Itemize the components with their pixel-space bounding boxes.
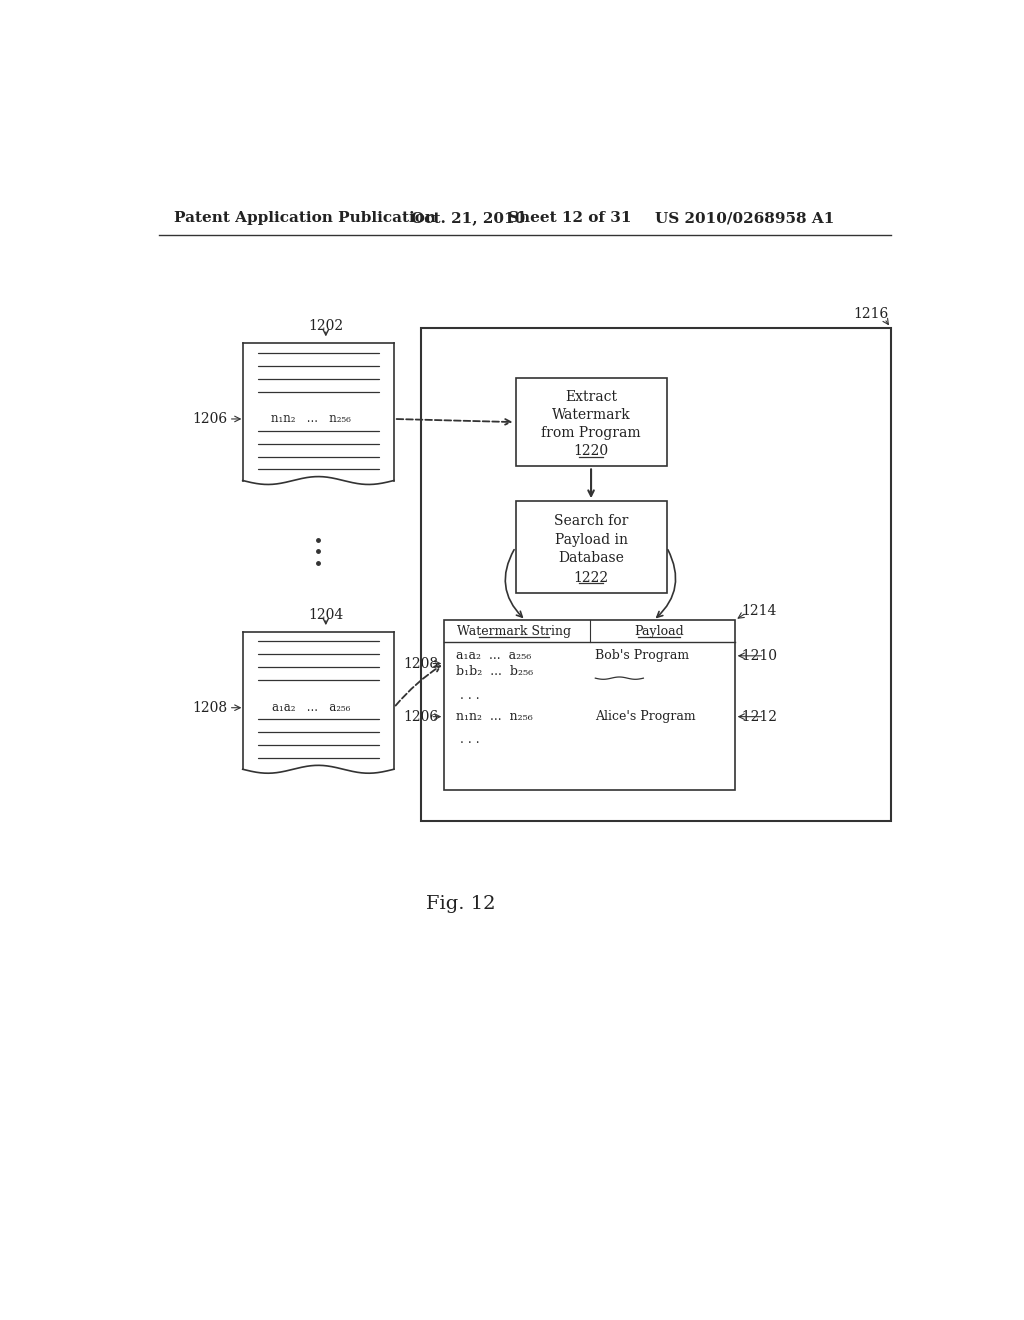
- Text: Bob's Program: Bob's Program: [595, 649, 689, 663]
- Text: -1212: -1212: [737, 710, 777, 723]
- Text: Search for: Search for: [554, 515, 629, 528]
- Text: -1210: -1210: [737, 649, 777, 663]
- Text: 1202: 1202: [308, 319, 343, 333]
- Text: Payload in: Payload in: [555, 533, 628, 546]
- Text: a₁a₂  ...  a₂₅₆: a₁a₂ ... a₂₅₆: [456, 649, 531, 663]
- Text: 1208: 1208: [193, 701, 227, 714]
- Text: a₁a₂   ...   a₂₅₆: a₁a₂ ... a₂₅₆: [271, 701, 350, 714]
- Text: 1216: 1216: [854, 308, 889, 321]
- Text: Extract: Extract: [565, 391, 617, 404]
- Text: Fig. 12: Fig. 12: [427, 895, 496, 912]
- Text: 1204: 1204: [308, 609, 343, 622]
- Text: Watermark: Watermark: [552, 408, 631, 422]
- Text: 1208: 1208: [402, 656, 438, 671]
- Bar: [515, 378, 667, 466]
- Text: n₁n₂   ...   n₂₅₆: n₁n₂ ... n₂₅₆: [270, 412, 350, 425]
- Bar: [421, 327, 891, 821]
- Text: Oct. 21, 2010: Oct. 21, 2010: [411, 211, 525, 226]
- Text: 1220: 1220: [573, 445, 608, 458]
- Text: 1206: 1206: [193, 412, 227, 426]
- Text: Alice's Program: Alice's Program: [595, 710, 696, 723]
- Text: US 2010/0268958 A1: US 2010/0268958 A1: [655, 211, 835, 226]
- Text: 1222: 1222: [573, 570, 608, 585]
- Bar: [515, 502, 667, 594]
- Text: Payload: Payload: [635, 624, 684, 638]
- Text: . . .: . . .: [460, 733, 479, 746]
- Text: Watermark String: Watermark String: [457, 624, 571, 638]
- Bar: [444, 620, 735, 789]
- Text: Patent Application Publication: Patent Application Publication: [174, 211, 436, 226]
- Text: Database: Database: [558, 552, 624, 565]
- Text: from Program: from Program: [542, 426, 641, 440]
- Text: b₁b₂  ...  b₂₅₆: b₁b₂ ... b₂₅₆: [456, 665, 532, 678]
- Text: 1206: 1206: [402, 710, 438, 723]
- Text: n₁n₂  ...  n₂₅₆: n₁n₂ ... n₂₅₆: [456, 710, 532, 723]
- Text: 1214: 1214: [741, 605, 776, 618]
- Text: Sheet 12 of 31: Sheet 12 of 31: [508, 211, 631, 226]
- Text: . . .: . . .: [460, 689, 479, 702]
